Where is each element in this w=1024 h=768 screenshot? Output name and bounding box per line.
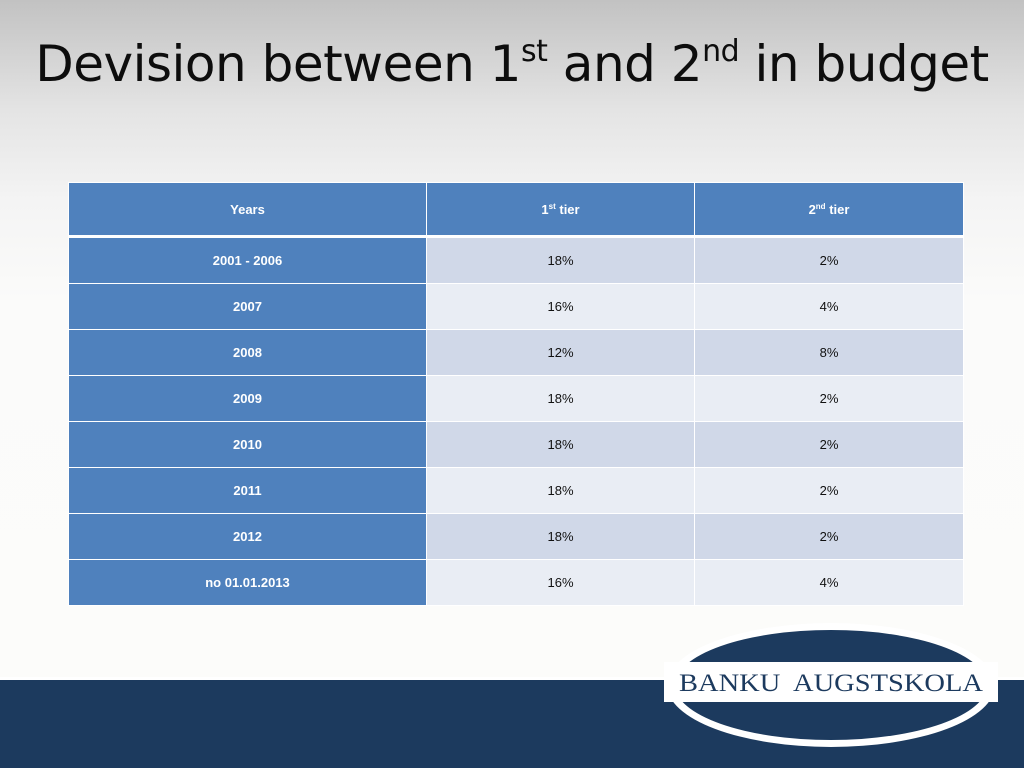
header-tier1-word: tier: [555, 201, 580, 217]
slide-title-part1: Devision between 1: [35, 35, 521, 93]
year-cell: 2010: [68, 421, 427, 468]
header-tier1-number: 1: [541, 201, 549, 217]
header-tier2-superscript: nd: [815, 201, 826, 211]
tier1-cell: 18%: [426, 513, 695, 560]
table-row: 2007 16% 4%: [68, 283, 964, 330]
table-row: 2001 - 2006 18% 2%: [68, 236, 964, 284]
table-row: 2012 18% 2%: [68, 513, 964, 560]
tier1-cell: 12%: [426, 329, 695, 376]
tier2-cell: 4%: [694, 283, 964, 330]
table-row: 2009 18% 2%: [68, 375, 964, 422]
tier2-cell: 8%: [694, 329, 964, 376]
tier1-cell: 18%: [426, 236, 695, 284]
slide-title-superscript-st: st: [521, 34, 548, 69]
tier1-cell: 18%: [426, 375, 695, 422]
header-tier2: 2nd tier: [694, 182, 964, 238]
header-tier2-word: tier: [825, 201, 850, 217]
tier2-cell: 2%: [694, 421, 964, 468]
tier1-cell: 18%: [426, 467, 695, 514]
slide-title-part2: and 2: [547, 35, 703, 93]
year-cell: 2009: [68, 375, 427, 422]
tier2-cell: 2%: [694, 375, 964, 422]
table-row: 2011 18% 2%: [68, 467, 964, 514]
tier2-cell: 2%: [694, 467, 964, 514]
table-header-row: Years 1st tier 2nd tier: [68, 182, 964, 238]
tier2-cell: 2%: [694, 513, 964, 560]
slide-title-part3: in budget: [739, 35, 990, 93]
year-cell: 2012: [68, 513, 427, 560]
tier2-cell: 4%: [694, 559, 964, 606]
header-tier1-superscript: st: [548, 201, 556, 211]
year-cell: 2008: [68, 329, 427, 376]
tier1-cell: 18%: [426, 421, 695, 468]
year-cell: 2007: [68, 283, 427, 330]
year-cell: 2011: [68, 467, 427, 514]
slide-title-superscript-nd: nd: [702, 34, 740, 69]
logo-text-band: [664, 662, 998, 702]
logo-wordmark: BANKU AUGSTSKOLA: [679, 670, 983, 697]
budget-table: Years 1st tier 2nd tier 2001 - 2006 18% …: [68, 182, 964, 606]
tier2-cell: 2%: [694, 236, 964, 284]
table-row: 2008 12% 8%: [68, 329, 964, 376]
header-tier2-number: 2: [808, 201, 816, 217]
table-row: 2010 18% 2%: [68, 421, 964, 468]
slide-title: Devision between 1st and 2nd in budget: [0, 26, 1024, 102]
tier1-cell: 16%: [426, 283, 695, 330]
year-cell: no 01.01.2013: [68, 559, 427, 606]
banku-augstskola-logo: BANKU AUGSTSKOLA: [664, 623, 998, 747]
header-years: Years: [68, 182, 427, 238]
tier1-cell: 16%: [426, 559, 695, 606]
year-cell: 2001 - 2006: [68, 236, 427, 284]
table-row: no 01.01.2013 16% 4%: [68, 559, 964, 606]
header-tier1: 1st tier: [426, 182, 695, 238]
